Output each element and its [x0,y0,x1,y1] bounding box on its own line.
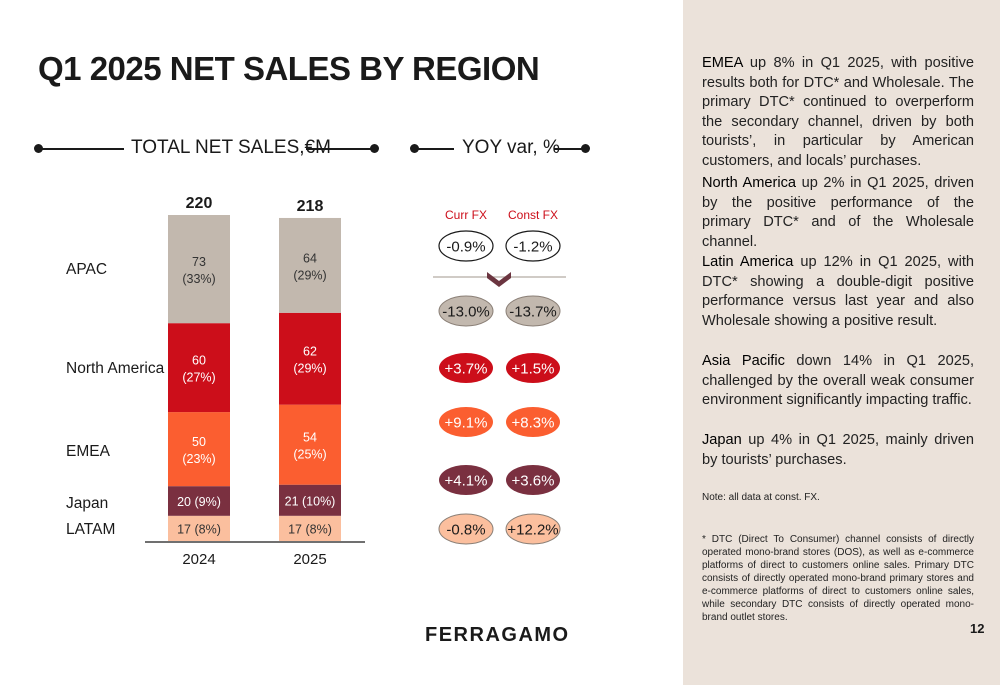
commentary-panel [683,0,1000,685]
commentary-text: up 2% in Q1 2025, driven by the positive… [702,175,974,250]
commentary-north-america: North America up 2% in Q1 2025, driven b… [702,174,974,252]
data-label-apac-2024: 73 [192,255,206,269]
commentary-text: up 4% in Q1 2025, mainly driven by touri… [702,432,974,468]
data-label-emea-2024: (23%) [182,452,215,466]
bar-emea-2024 [168,412,230,487]
bar-north-america-2024 [168,323,230,413]
header-line-left [414,148,454,150]
data-label-emea-2025: (25%) [293,448,326,462]
x-tick-2025: 2025 [293,551,326,568]
total-label-2024: 220 [186,195,213,212]
data-label-japan-2025: 21 (10%) [285,494,336,508]
yoy-const-japan: +3.6% [512,473,555,490]
header-dot-right [370,144,379,153]
yoy-curr-pill-latam [438,513,494,545]
region-label-emea: EMEA [66,443,111,460]
net-sales-chart: 17 (8%) 20 (9%) 50 (23%) 60 (27%) 73 (33%) 220 20… [66,195,566,568]
data-label-latam-2024: 17 (8%) [177,522,221,536]
commentary-japan: Japan up 4% in Q1 2025, mainly driven by… [702,431,974,470]
header-dot-right [581,144,590,153]
total-yoy-curr-value: -0.9% [446,239,485,256]
bar-north-america-2025 [279,312,341,405]
yoy-const-pill-apac [505,295,561,327]
yoy-const-north-america: +1.5% [512,361,555,378]
yoy-const-pill-latam [505,513,561,545]
data-label-emea-2024: 50 [192,435,206,449]
yoy-curr-pill-japan [439,465,493,495]
commentary-region: Asia Pacific [702,353,785,369]
total-net-sales-header: TOTAL NET SALES,€M [34,136,379,162]
data-label-north-america-2024: (27%) [182,371,215,385]
data-label-emea-2025: 54 [303,431,317,445]
yoy-curr-apac: -13.0% [442,304,490,321]
data-label-north-america-2024: 60 [192,354,206,368]
brand-logo: FERRAGAMO [425,624,570,646]
data-label-apac-2024: (33%) [182,272,215,286]
commentary-latin-america: Latin America up 12% in Q1 2025, with DT… [702,253,974,331]
bar-apac-2025 [279,217,341,313]
bar-latam-2025 [279,515,341,541]
curr-fx-label: Curr FX [445,208,487,222]
bar-latam-2024 [168,515,230,541]
yoy-const-pill-japan [506,465,560,495]
header-line-left [38,148,124,150]
yoy-curr-pill-north-america [439,353,493,383]
header-line-right [554,148,584,150]
total-yoy-const-pill [505,230,561,262]
total-net-sales-label: TOTAL NET SALES,€M [131,137,331,158]
yoy-var-label: YOY var, % [462,137,560,158]
x-tick-2024: 2024 [182,551,215,568]
const-fx-label: Const FX [508,208,558,222]
yoy-curr-pill-emea [439,407,493,437]
yoy-const-latam: +12.2% [507,522,558,539]
page-number: 12 [970,621,985,636]
yoy-var-header: YOY var, % [410,136,590,162]
commentary-region: EMEA [702,55,743,71]
commentary-region: North America [702,175,796,191]
data-label-apac-2025: (29%) [293,268,326,282]
commentary-text: up 12% in Q1 2025, with DTC* showing a d… [702,254,974,329]
fx-note: Note: all data at const. FX. [702,492,820,503]
yoy-const-pill-emea [506,407,560,437]
yoy-curr-north-america: +3.7% [445,361,488,378]
page-title: Q1 2025 NET SALES BY REGION [38,50,540,87]
commentary-emea: EMEA up 8% in Q1 2025, with positive res… [702,54,974,171]
yoy-curr-japan: +4.1% [445,473,488,490]
region-label-japan: Japan [66,495,108,512]
bar-emea-2025 [279,404,341,485]
region-label-latam: LATAM [66,521,115,538]
commentary-asia-pacific: Asia Pacific down 14% in Q1 2025, challe… [702,352,974,411]
total-yoy-curr-pill [438,230,494,262]
total-label-2025: 218 [297,198,324,215]
total-yoy-const-value: -1.2% [513,239,552,256]
commentary-text: up 8% in Q1 2025, with positive results … [702,55,974,169]
bar-japan-2025 [279,484,341,516]
yoy-curr-emea: +9.1% [445,415,488,432]
data-label-apac-2025: 64 [303,251,317,265]
yoy-curr-pill-apac [438,295,494,327]
data-label-north-america-2025: (29%) [293,362,326,376]
yoy-curr-latam: -0.8% [446,522,485,539]
dtc-footnote: * DTC (Direct To Consumer) channel consi… [702,534,974,623]
header-line-right [306,148,374,150]
commentary-text: down 14% in Q1 2025, challenged by the o… [702,353,974,408]
commentary-region: Japan [702,432,742,448]
chevron-down-icon [487,272,511,287]
yoy-const-emea: +8.3% [512,415,555,432]
bar-apac-2024 [168,215,230,324]
data-label-north-america-2025: 62 [303,345,317,359]
region-label-apac: APAC [66,261,107,278]
yoy-const-pill-north-america [506,353,560,383]
yoy-const-apac: -13.7% [509,304,557,321]
commentary-region: Latin America [702,254,794,270]
data-label-latam-2025: 17 (8%) [288,522,332,536]
data-label-japan-2024: 20 (9%) [177,495,221,509]
region-label-north-america: North America [66,360,165,377]
bar-japan-2024 [168,486,230,516]
